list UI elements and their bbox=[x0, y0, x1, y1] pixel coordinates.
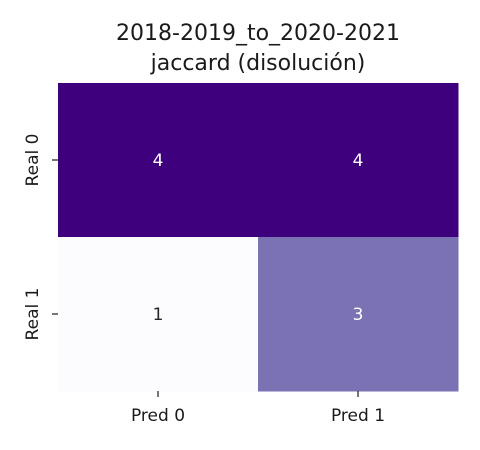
heatmap-cell-r1-c0 bbox=[58, 237, 259, 392]
y-axis: Real 0 Real 1 bbox=[23, 134, 58, 341]
chart-title-line-2: jaccard (disolución) bbox=[150, 51, 366, 76]
heatmap-cell-r1-c1 bbox=[258, 237, 459, 392]
cell-value-r1-c0: 1 bbox=[153, 305, 164, 325]
x-tick-label-1: Pred 1 bbox=[331, 406, 385, 426]
cell-value-r0-c0: 4 bbox=[153, 151, 164, 171]
x-tick-label-0: Pred 0 bbox=[131, 406, 185, 426]
chart-title-line-1: 2018-2019_to_2020-2021 bbox=[116, 21, 400, 46]
cell-value-r0-c1: 4 bbox=[353, 151, 364, 171]
y-tick-label-0: Real 0 bbox=[23, 134, 43, 187]
x-axis: Pred 0 Pred 1 bbox=[131, 391, 385, 426]
cell-value-r1-c1: 3 bbox=[353, 305, 364, 325]
heatmap-cells bbox=[58, 83, 459, 392]
y-tick-label-1: Real 1 bbox=[23, 288, 43, 341]
heatmap-cell-r0-c1 bbox=[258, 83, 459, 238]
heatmap-cell-labels: 4 4 1 3 bbox=[153, 151, 364, 325]
heatmap-cell-r0-c0 bbox=[58, 83, 259, 238]
